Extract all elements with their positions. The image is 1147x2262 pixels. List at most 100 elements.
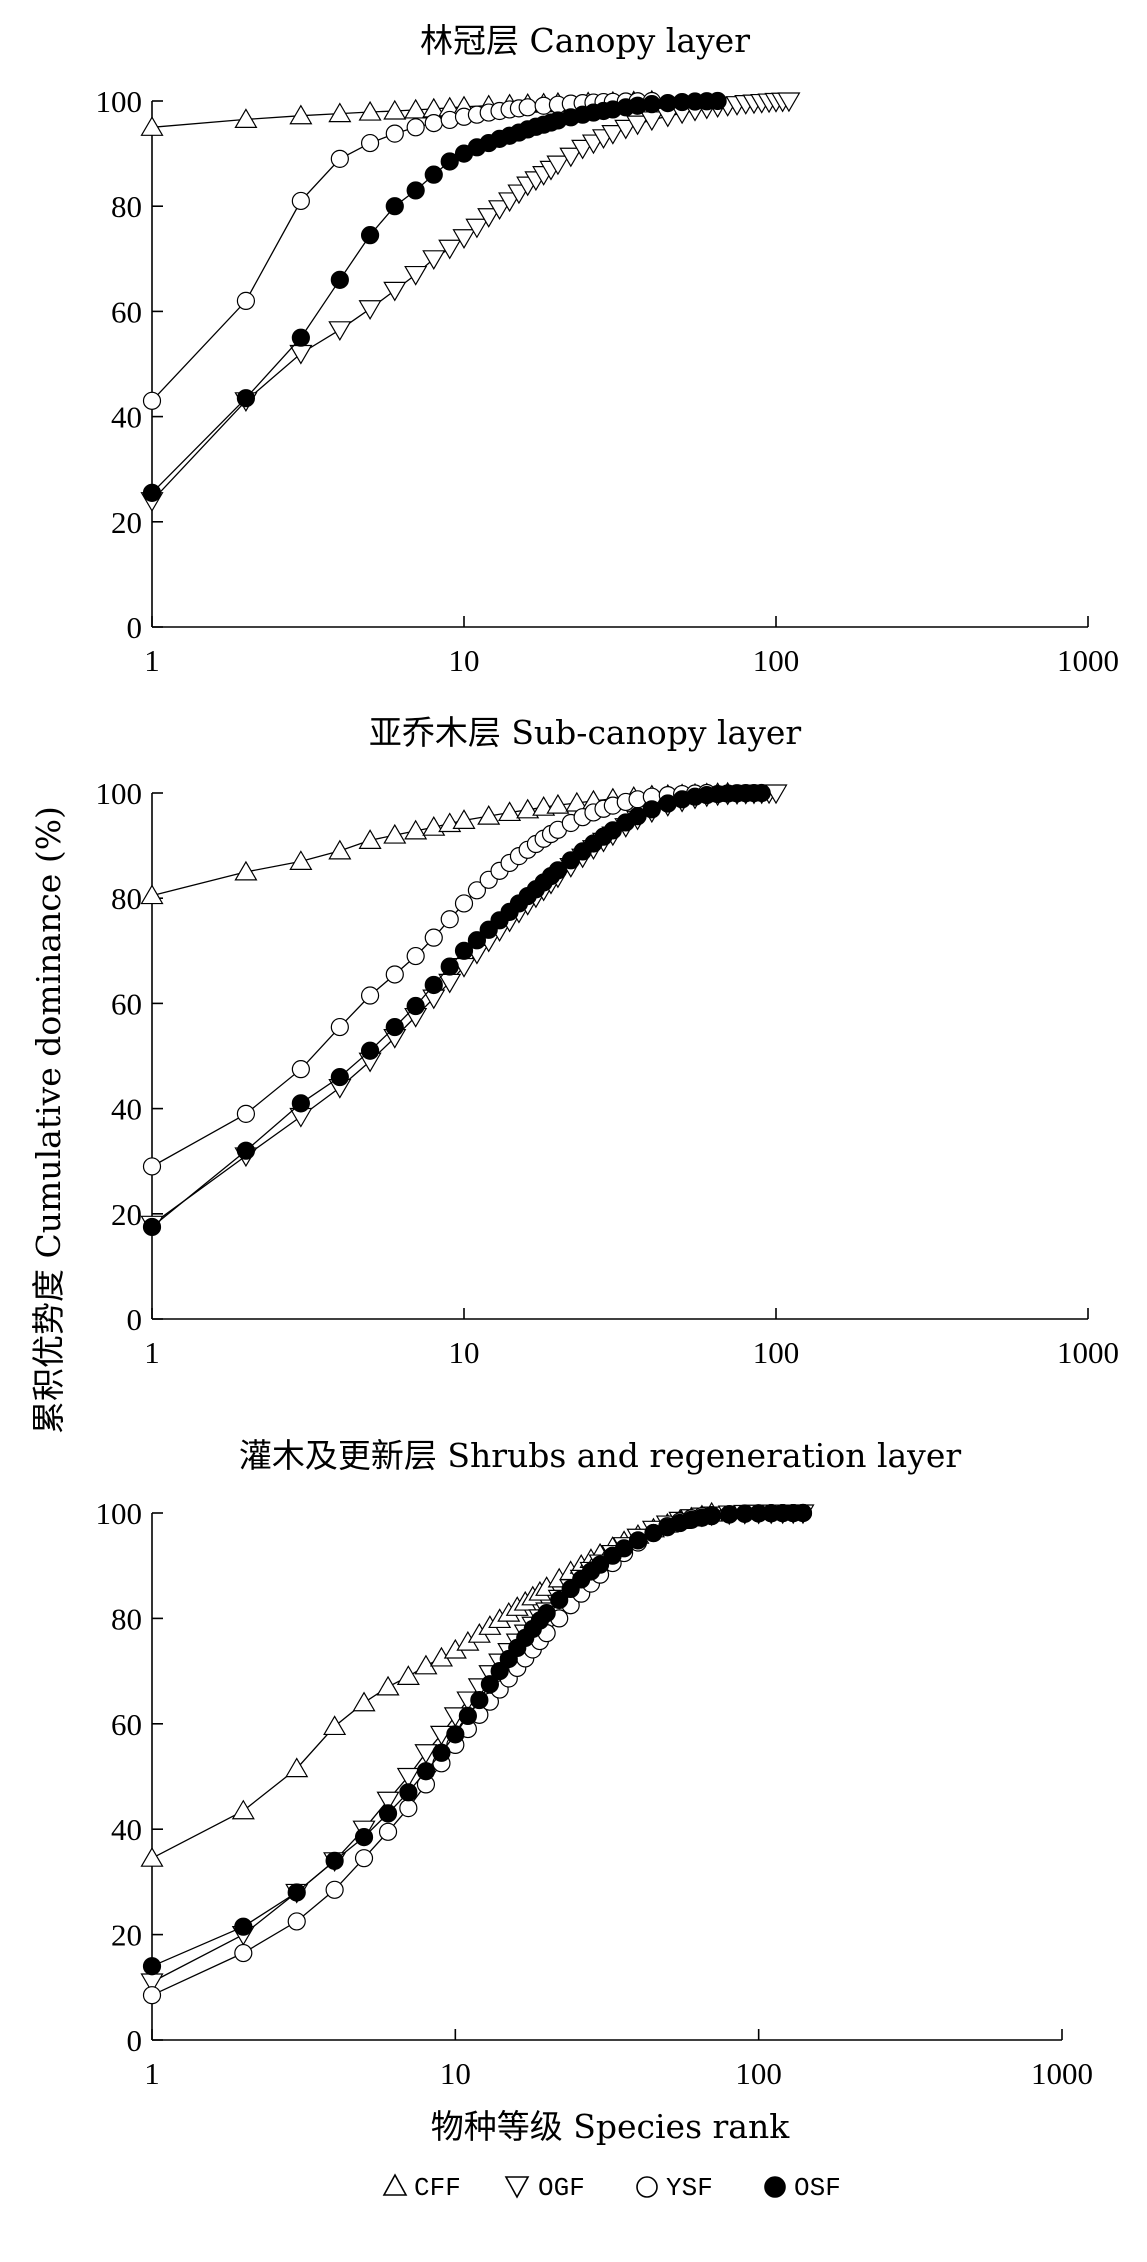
panel-canopy-series-ogf xyxy=(140,92,801,512)
panel-canopy-series-osf xyxy=(142,91,727,502)
panel-canopy-point-osf xyxy=(385,197,404,216)
panel-shrubs-point-osf xyxy=(446,1725,465,1744)
panel-shrubs-y-tick-label: 100 xyxy=(96,1496,143,1531)
panel-canopy-point-ogf xyxy=(452,229,476,249)
panel-subcanopy-point-osf xyxy=(424,975,443,995)
panel-shrubs-line-cff xyxy=(151,1512,712,1859)
panel-subcanopy-point-osf xyxy=(142,1217,162,1237)
legend-item-osf: OSF xyxy=(764,2173,841,2203)
panel-subcanopy-point-ysf xyxy=(406,946,425,966)
panel-canopy-point-osf xyxy=(440,152,459,171)
panel-canopy-point-ogf xyxy=(404,265,428,286)
panel-subcanopy-point-osf xyxy=(360,1041,380,1060)
panel-shrubs-y-tick-label: 80 xyxy=(111,1601,142,1636)
panel-shrubs-point-osf xyxy=(142,1957,162,1976)
panel-shrubs-series-cff xyxy=(140,1501,724,1867)
panel-shrubs-point-cff xyxy=(352,1691,376,1712)
panel-canopy-point-ysf xyxy=(236,291,256,310)
panel-subcanopy-x-tick-label: 1000 xyxy=(1057,1335,1119,1370)
panel-canopy-point-ysf xyxy=(385,124,404,143)
panel-subcanopy-point-ysf xyxy=(467,881,487,900)
legend: CFF OGF YSF OSF xyxy=(382,2173,841,2203)
panel-shrubs-point-osf xyxy=(287,1883,306,1902)
panel-canopy-point-ogf xyxy=(328,321,352,342)
panel-canopy-x-tick-label: 10 xyxy=(449,643,480,678)
panel-subcanopy-point-ysf xyxy=(454,894,474,913)
legend-item-ogf: OGF xyxy=(504,2173,585,2203)
panel-subcanopy-point-osf xyxy=(548,861,568,880)
panel-subcanopy-point-osf xyxy=(236,1141,256,1160)
panel-canopy-x-tick-label: 1000 xyxy=(1057,643,1119,678)
panel-shrubs-point-ysf xyxy=(287,1912,306,1931)
panel-canopy-point-cff xyxy=(358,100,382,121)
panel-subcanopy-point-osf xyxy=(385,1017,404,1037)
panel-canopy-y-tick-label: 40 xyxy=(111,400,142,435)
panel-subcanopy-point-cff xyxy=(477,804,501,825)
panel-subcanopy-y-tick-label: 60 xyxy=(111,986,142,1021)
panel-canopy-point-ogf xyxy=(546,155,570,176)
panel-subcanopy-y-tick-label: 0 xyxy=(127,1302,143,1337)
panel-subcanopy-point-cff xyxy=(516,798,540,819)
panel-subcanopy-point-cff xyxy=(546,793,570,814)
panel-shrubs-point-osf xyxy=(550,1590,569,1610)
panel-canopy-point-osf xyxy=(708,91,727,111)
panel-canopy-y-tick-label: 60 xyxy=(111,294,142,329)
panel-canopy-y-tick-label: 80 xyxy=(111,189,142,224)
panel-canopy-point-ysf xyxy=(406,118,425,137)
panel-subcanopy-x-tick-label: 100 xyxy=(753,1335,800,1370)
legend-label-ogf: OGF xyxy=(538,2173,585,2203)
panel-subcanopy-point-osf xyxy=(440,957,459,976)
panel-shrubs-series xyxy=(140,1501,815,2005)
panel-canopy-point-ogf xyxy=(601,125,625,145)
panel-subcanopy-point-osf xyxy=(752,783,771,803)
panel-shrubs-point-ysf xyxy=(378,1822,398,1841)
panel-canopy-point-osf xyxy=(642,95,661,114)
panel-canopy-y-tick-label: 100 xyxy=(96,84,143,119)
legend-label-ysf: YSF xyxy=(666,2173,713,2203)
panel-subcanopy-point-cff xyxy=(358,829,382,849)
panel-subcanopy-series xyxy=(140,781,788,1237)
legend-item-ysf: YSF xyxy=(636,2173,713,2203)
panel-canopy-y-tick-label: 0 xyxy=(127,610,143,645)
panel-canopy-x-tick-label: 100 xyxy=(753,643,800,678)
panel-shrubs-x-tick-label: 1 xyxy=(144,2056,160,2091)
panel-subcanopy-point-ysf xyxy=(385,965,404,984)
panel-subcanopy-point-ysf xyxy=(142,1157,162,1176)
panel-subcanopy-point-cff xyxy=(404,819,428,840)
panel-subcanopy: 亚乔木层 Sub-canopy layer 1 10 100 1000 0 20 40 60 8… xyxy=(96,713,1120,1370)
panel-shrubs-point-osf xyxy=(702,1507,721,1526)
panel-subcanopy-point-ysf xyxy=(236,1104,256,1123)
panel-subcanopy-title: 亚乔木层 Sub-canopy layer xyxy=(369,713,802,752)
panel-shrubs-point-osf xyxy=(354,1828,374,1847)
panel-shrubs-x-tick-label: 100 xyxy=(735,2056,782,2091)
panel-shrubs-point-osf xyxy=(720,1505,739,1524)
panel-canopy-point-cff xyxy=(289,104,313,125)
panel-shrubs-line-osf xyxy=(151,1512,804,1967)
panel-shrubs-point-cff xyxy=(323,1715,347,1736)
panel-canopy-point-ogf xyxy=(422,250,446,270)
panel-subcanopy-point-cff xyxy=(383,823,407,844)
panel-shrubs-point-osf xyxy=(480,1675,499,1694)
panel-shrubs-point-osf xyxy=(537,1604,556,1623)
panel-canopy-point-cff xyxy=(328,102,352,123)
panel-shrubs-point-ysf xyxy=(399,1799,418,1818)
panel-shrubs-point-osf xyxy=(470,1690,489,1710)
panel-canopy-point-osf xyxy=(330,270,349,289)
panel-shrubs-point-cff xyxy=(396,1665,420,1685)
panel-shrubs-point-osf xyxy=(234,1917,253,1936)
panel-canopy-y-tick-label: 20 xyxy=(111,505,142,540)
panel-shrubs-point-osf xyxy=(458,1706,477,1725)
legend-item-cff: CFF xyxy=(382,2173,461,2203)
panel-shrubs-point-osf xyxy=(614,1539,634,1558)
panel-shrubs-point-osf xyxy=(325,1851,344,1870)
panel-canopy-point-ogf xyxy=(571,139,595,160)
legend-marker-ysf xyxy=(636,2176,658,2198)
panel-shrubs-x-tick-label: 1000 xyxy=(1031,2056,1093,2091)
x-axis-title: 物种等级 Species rank xyxy=(431,2107,790,2146)
panel-subcanopy-point-osf xyxy=(291,1094,310,1113)
panel-canopy-point-osf xyxy=(142,483,162,502)
panel-shrubs-point-ysf xyxy=(325,1880,344,1899)
panel-canopy-point-ogf xyxy=(438,239,462,260)
panel-canopy-point-ogf xyxy=(477,208,501,228)
panel-canopy-title: 林冠层 Canopy layer xyxy=(420,21,750,60)
